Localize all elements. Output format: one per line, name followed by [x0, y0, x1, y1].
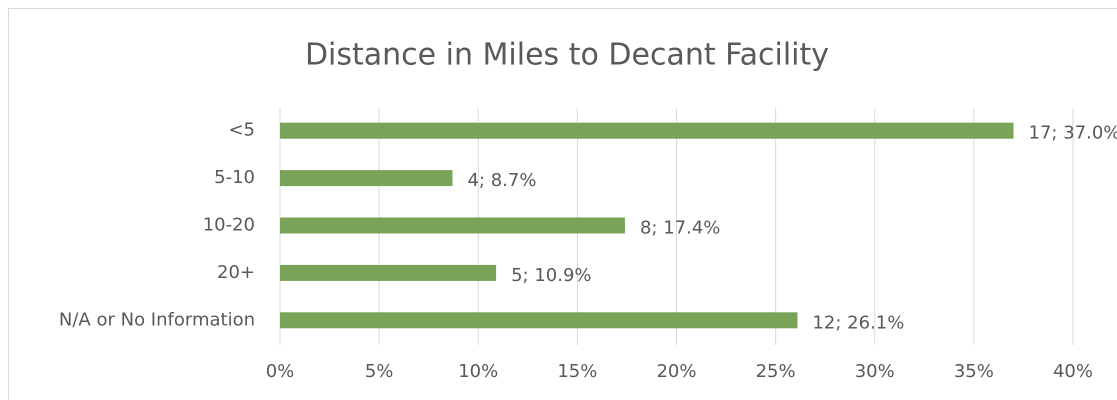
data-label: 17; 37.0%: [1029, 123, 1117, 144]
bar: [280, 217, 625, 234]
x-tick-label: 5%: [365, 361, 394, 382]
data-label: 12; 26.1%: [812, 312, 904, 333]
bar: [280, 264, 497, 281]
x-tick-label: 35%: [954, 361, 994, 382]
bar: [280, 122, 1014, 139]
data-label: 5; 10.9%: [511, 265, 591, 286]
bar: [280, 170, 453, 187]
y-tick-label: 5-10: [214, 167, 255, 188]
data-label: 4; 8.7%: [467, 170, 536, 191]
bar: [280, 312, 798, 329]
x-tick-label: 0%: [266, 361, 295, 382]
x-tick-label: 10%: [458, 361, 498, 382]
y-tick-label: N/A or No Information: [59, 309, 255, 330]
y-tick-label: <5: [228, 120, 255, 141]
x-tick-label: 15%: [557, 361, 597, 382]
x-tick-label: 25%: [756, 361, 796, 382]
y-tick-label: 20+: [217, 262, 255, 283]
x-tick-label: 30%: [855, 361, 895, 382]
x-tick-label: 20%: [656, 361, 696, 382]
data-label: 8; 17.4%: [640, 218, 720, 239]
chart-title: Distance in Miles to Decant Facility: [305, 38, 829, 73]
chart-border: [8, 8, 1117, 400]
y-tick-label: 10-20: [203, 215, 255, 236]
x-tick-label: 40%: [1053, 361, 1093, 382]
